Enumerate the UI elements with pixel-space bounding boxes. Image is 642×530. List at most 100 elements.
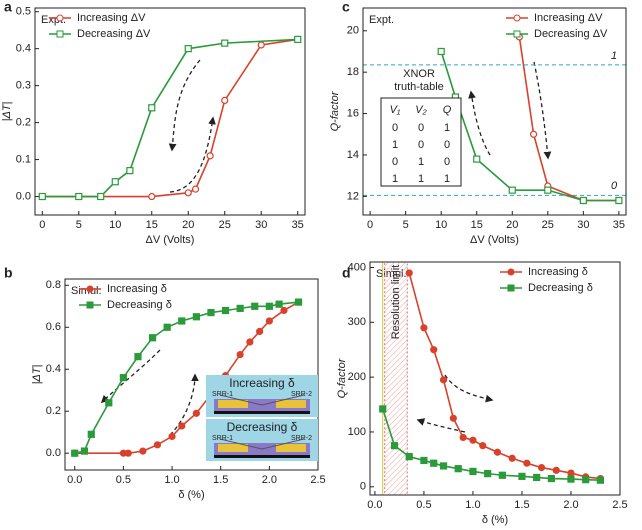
y-tick-label: 100 [348,426,366,438]
y-axis-label: |ΔT| [31,364,43,384]
inset-label: SRR-2 [291,435,312,442]
reference-label: 1 [611,50,617,62]
marker [437,47,445,56]
marker [579,196,587,205]
marker [430,346,438,354]
marker [97,192,105,201]
x-tick-label: 10 [435,219,447,231]
marker [537,463,546,472]
marker [459,433,467,442]
inset-srr [218,444,248,452]
marker [508,186,516,194]
marker [596,476,604,484]
inset-label: SRR-1 [212,435,233,442]
legend-label: Increasing ΔV [534,12,603,24]
panel: b Simul. 0.0 0.5 1.0 1.5 2.0 2.5 0.0 0.2 0.4 0.6 0.8… [4,265,326,501]
marker [529,130,538,138]
marker [390,442,399,450]
marker [191,185,200,193]
marker [134,353,142,361]
y-tick-label: 0.0 [46,447,61,459]
x-tick-label: 1.0 [465,499,480,511]
x-tick-label: 30 [577,219,589,231]
x-tick-label: 25 [219,219,231,231]
panel-label: c [342,0,350,15]
marker [148,104,156,112]
x-tick-label: 20 [182,219,194,231]
marker [420,456,428,465]
x-tick-label: 0.0 [367,499,382,511]
plot-frame [64,278,319,471]
legend-label: Decreasing ΔV [534,28,608,40]
table-cell: 0 [444,139,450,151]
table-cell: 1 [392,139,398,151]
x-tick-label: 25 [542,219,554,231]
reference-label: 0 [611,180,618,192]
marker [498,471,506,479]
y-tick-label: 16 [347,107,359,119]
x-tick-label: 5 [76,219,82,231]
marker [544,186,552,194]
inset-beams [219,394,305,406]
y-tick-label: 0.5 [16,6,31,18]
marker [148,334,157,342]
table-header: V₂ [415,104,427,116]
inset-label: SRR-2 [291,391,312,398]
marker [582,476,590,484]
y-tick-label: 0 [360,481,366,493]
legend-marker [513,30,521,38]
inset-label: SRR-1 [212,391,233,398]
x-axis-label: δ (%) [178,489,204,501]
marker [493,448,502,456]
marker [251,302,259,310]
inset-title: Decreasing δ [227,420,298,434]
x-tick-label: 1.0 [164,474,179,486]
y-tick-label: 18 [347,66,359,78]
x-tick-label: 0.5 [116,474,131,486]
y-tick-label: 14 [347,149,359,161]
plot-frame [362,7,627,216]
marker [265,302,273,310]
x-tick-label: 35 [613,219,625,231]
marker [236,350,244,359]
marker [439,376,448,384]
table-header: V₁ [390,104,401,116]
panel-label: d [342,265,351,281]
legend-label: Decreasing δ [107,299,172,311]
y-tick-label: 0.4 [16,43,31,55]
marker [38,192,46,201]
inset-base [214,455,310,458]
legend-marker [86,301,94,309]
legend-marker [56,30,64,38]
legend-label: Increasing δ [528,266,588,278]
x-tick-label: 35 [292,219,304,231]
marker [479,442,487,450]
series-line [42,38,298,198]
inset-base [214,411,310,414]
marker [178,422,186,430]
table-cell: 0 [444,156,450,168]
legend-marker [86,285,94,293]
marker [454,465,462,473]
marker [294,298,303,306]
x-tick-label: 0.5 [416,499,431,511]
marker [178,317,186,325]
marker [206,152,214,160]
table-cell: 1 [418,173,424,185]
marker [184,189,192,197]
marker [449,414,457,422]
table-header: Q [443,104,452,116]
y-tick-label: 0.2 [16,116,31,128]
y-tick-label: 200 [348,371,366,383]
marker [405,269,413,277]
marker [523,459,531,467]
table-cell: 0 [392,122,398,134]
marker [469,436,477,444]
inset-title: Increasing δ [229,376,295,390]
marker [405,453,413,461]
x-tick-label: 15 [471,219,483,231]
legend-marker [513,14,521,22]
marker [126,167,134,175]
table-frame [380,97,462,187]
x-tick-label: 15 [146,219,158,231]
